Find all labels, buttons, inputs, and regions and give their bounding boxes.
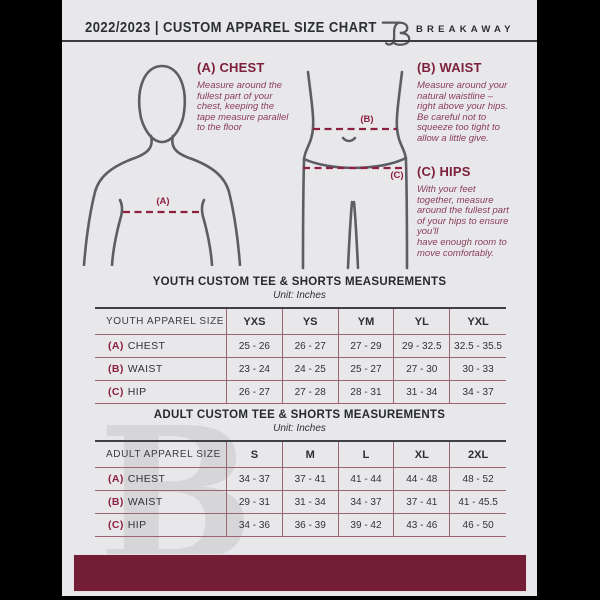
chest-marker-a: (A) xyxy=(156,196,170,207)
size-chart-flyer: B 2022/2023 | CUSTOM APPAREL SIZE CHART … xyxy=(62,0,537,596)
measure-cell: 41 - 45.5 xyxy=(450,491,506,514)
row-prefix: (A) xyxy=(108,473,124,485)
measure-cell: 44 - 48 xyxy=(394,468,451,491)
measure-cell: 32.5 - 35.5 xyxy=(450,335,506,358)
measure-cell: 24 - 25 xyxy=(282,358,339,381)
measure-cell: 34 - 37 xyxy=(338,491,395,514)
measure-cell: 37 - 41 xyxy=(282,468,339,491)
row-prefix: (A) xyxy=(108,340,124,352)
lower-body-figure xyxy=(301,70,409,270)
size-col-header: YXL xyxy=(450,309,506,335)
size-col-header: YS xyxy=(282,309,339,335)
row-name: WAIST xyxy=(127,363,163,375)
measure-cell: 30 - 33 xyxy=(450,358,506,381)
youth-size-header: YOUTH APPAREL SIZE xyxy=(95,309,227,335)
page-title: 2022/2023 | CUSTOM APPAREL SIZE CHART xyxy=(85,20,377,36)
measure-cell: 41 - 44 xyxy=(338,468,395,491)
size-col-header: XL xyxy=(394,442,451,468)
measure-cell: 25 - 26 xyxy=(227,335,283,358)
measure-cell: 27 - 30 xyxy=(394,358,451,381)
measure-cell: 26 - 27 xyxy=(227,381,283,404)
row-prefix: (C) xyxy=(108,519,124,531)
measure-cell: 29 - 32.5 xyxy=(394,335,451,358)
row-name: WAIST xyxy=(127,496,163,508)
brand-name: BREAKAWAY xyxy=(416,24,515,35)
measure-cell: 39 - 42 xyxy=(338,514,395,537)
adult-table-title: ADULT CUSTOM TEE & SHORTS MEASUREMENTS xyxy=(153,409,446,421)
measure-cell: 29 - 31 xyxy=(227,491,283,514)
measure-cell: 34 - 37 xyxy=(450,381,506,404)
measure-cell: 27 - 29 xyxy=(338,335,395,358)
waist-description: Measure around your natural waistline – … xyxy=(417,80,508,144)
row-prefix: (B) xyxy=(108,496,124,508)
measure-cell: 31 - 34 xyxy=(394,381,451,404)
measure-cell: 34 - 36 xyxy=(227,514,283,537)
size-col-header: 2XL xyxy=(450,442,506,468)
hips-description: With your feet together, measure around … xyxy=(417,184,509,259)
row-name: CHEST xyxy=(127,473,166,485)
chest-heading: (A) CHEST xyxy=(197,60,265,75)
row-name: CHEST xyxy=(127,340,166,352)
size-col-header: M xyxy=(282,442,339,468)
adult-size-table: ADULT APPAREL SIZE S M L XL 2XL (A) CHES… xyxy=(95,440,506,537)
measure-cell: 26 - 27 xyxy=(282,335,339,358)
chest-description: Measure around the fullest part of your … xyxy=(197,80,289,134)
footer-bar xyxy=(73,554,527,592)
row-prefix: (B) xyxy=(108,363,124,375)
measure-cell: 25 - 27 xyxy=(338,358,395,381)
row-name: HIP xyxy=(127,386,147,398)
size-col-header: S xyxy=(227,442,283,468)
adult-table-unit: Unit: Inches xyxy=(273,423,326,434)
size-col-header: L xyxy=(338,442,395,468)
measure-cell: 34 - 37 xyxy=(227,468,283,491)
row-prefix: (C) xyxy=(108,386,124,398)
breakaway-b-logo-icon xyxy=(381,21,411,46)
brand-lockup: BREAKAWAY xyxy=(380,16,530,46)
measure-cell: 36 - 39 xyxy=(282,514,339,537)
row-label-chest: (A) CHEST xyxy=(95,468,227,491)
youth-table-title: YOUTH CUSTOM TEE & SHORTS MEASUREMENTS xyxy=(152,276,447,288)
measure-cell: 31 - 34 xyxy=(282,491,339,514)
hips-marker-c: (C) xyxy=(390,170,404,181)
measure-cell: 28 - 31 xyxy=(338,381,395,404)
row-label-hip: (C) HIP xyxy=(95,381,227,404)
measure-cell: 37 - 41 xyxy=(394,491,451,514)
size-col-header: YM xyxy=(338,309,395,335)
row-label-waist: (B) WAIST xyxy=(95,358,227,381)
header-divider xyxy=(62,40,537,42)
youth-size-table: YOUTH APPAREL SIZE YXS YS YM YL YXL (A) … xyxy=(95,307,506,404)
measure-cell: 43 - 46 xyxy=(394,514,451,537)
measure-cell: 27 - 28 xyxy=(282,381,339,404)
size-col-header: YL xyxy=(394,309,451,335)
measure-cell: 23 - 24 xyxy=(227,358,283,381)
row-label-hip: (C) HIP xyxy=(95,514,227,537)
adult-size-header: ADULT APPAREL SIZE xyxy=(95,442,227,468)
row-label-chest: (A) CHEST xyxy=(95,335,227,358)
hips-heading: (C) HIPS xyxy=(417,164,471,179)
row-label-waist: (B) WAIST xyxy=(95,491,227,514)
waist-marker-b: (B) xyxy=(360,114,374,125)
measure-cell: 48 - 52 xyxy=(450,468,506,491)
upper-body-figure xyxy=(82,64,242,266)
measure-cell: 46 - 50 xyxy=(450,514,506,537)
size-col-header: YXS xyxy=(227,309,283,335)
waist-heading: (B) WAIST xyxy=(417,60,482,75)
youth-table-unit: Unit: Inches xyxy=(273,290,326,301)
row-name: HIP xyxy=(127,519,147,531)
